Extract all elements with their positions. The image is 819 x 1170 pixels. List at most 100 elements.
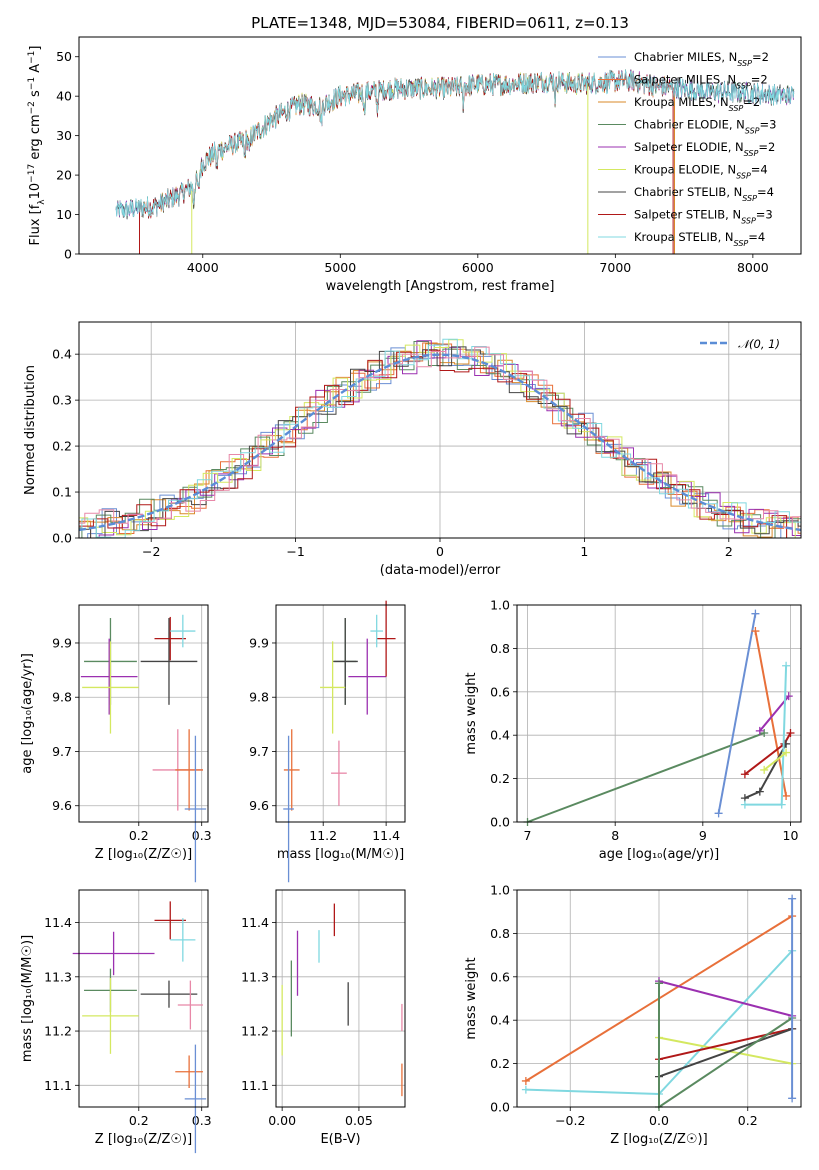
y-axis-label: Flux [fλ10−17 erg cm−2 s−1 A−1] bbox=[27, 46, 47, 246]
legend-label-n: =3 bbox=[760, 118, 777, 132]
errorbar-point bbox=[332, 618, 358, 705]
y-tick-label: 0.1 bbox=[52, 485, 72, 500]
legend-label: Salpeter ELODIE, NSSP=2 bbox=[634, 140, 775, 158]
y-tick-label: 11.2 bbox=[44, 1024, 72, 1039]
weight-line bbox=[717, 613, 757, 814]
legend-label-sub: SSP bbox=[741, 216, 756, 225]
axes-frame bbox=[78, 321, 802, 539]
legend-label-sub: SSP bbox=[734, 239, 749, 248]
x-axis-label: Z [log₁₀(Z/Z☉)] bbox=[95, 1132, 192, 1147]
weight-marker bbox=[740, 800, 749, 809]
y-axis-label-part: Flux [f bbox=[28, 204, 43, 245]
plots-layer: 4000 5000 6000 7000 800001020304050wavelengt… bbox=[20, 36, 802, 1154]
y-tick-label: 0.4 bbox=[490, 728, 510, 743]
gaussian-curve bbox=[79, 353, 801, 532]
weight-marker bbox=[786, 729, 795, 738]
axes-frame bbox=[516, 604, 802, 823]
x-tick-label: 0.00 bbox=[268, 1113, 296, 1128]
y-tick-label: 0.6 bbox=[490, 969, 510, 984]
legend-label-name: Kroupa MILES, N bbox=[634, 95, 729, 109]
residual-histogram bbox=[79, 338, 801, 538]
y-axis-label: Normed distribution bbox=[23, 365, 38, 495]
y-axis-label-part: s bbox=[28, 90, 43, 101]
legend-label-name: Salpeter MILES, N bbox=[634, 73, 736, 87]
y-tick-label: 30 bbox=[56, 128, 72, 143]
y-tick-label: 0 bbox=[64, 247, 72, 262]
y-axis-label-part: erg cm bbox=[28, 114, 43, 163]
weight-marker bbox=[782, 748, 791, 757]
legend-label: Chabrier STELIB, NSSP=4 bbox=[634, 185, 774, 203]
x-tick-label: 0.2 bbox=[129, 1113, 149, 1128]
weight-marker bbox=[777, 800, 786, 809]
x-tick-label: 5000 bbox=[324, 260, 356, 275]
x-axis-label: mass [log₁₀(M/M☉)] bbox=[277, 847, 404, 862]
weight-marker bbox=[740, 770, 749, 779]
y-tick-label: 11.3 bbox=[241, 969, 269, 984]
weight_vs_age-plot: 7 8 9 10 0.0 0.2 0.4 0.6 0.8 1.0 age [log₁₀(age/yr… bbox=[464, 598, 802, 862]
x-tick-label: 10 bbox=[783, 828, 799, 843]
x-axis-label: Z [log₁₀(Z/Z☉)] bbox=[610, 1132, 707, 1147]
y-axis-label-part: −2 bbox=[27, 101, 37, 114]
y-tick-label: 50 bbox=[56, 49, 72, 64]
errorbar-point bbox=[320, 641, 346, 734]
y-tick-label: 9.9 bbox=[52, 635, 72, 650]
errorbar-point bbox=[170, 918, 196, 962]
y-tick-label: 0.2 bbox=[52, 439, 72, 454]
y-tick-label: 0.4 bbox=[52, 347, 72, 362]
axes-frame bbox=[516, 889, 802, 1108]
axes-frame bbox=[78, 889, 209, 1108]
weight-line bbox=[527, 732, 765, 823]
errorbar-point bbox=[283, 729, 300, 811]
errorbar-point bbox=[82, 977, 139, 1054]
errorbar-point bbox=[170, 614, 196, 648]
y-axis-label: mass weight bbox=[464, 957, 479, 1039]
errorbar-point bbox=[82, 641, 139, 734]
y-tick-label: 0.0 bbox=[490, 1100, 510, 1115]
legend-label-name: Salpeter STELIB, N bbox=[634, 208, 741, 222]
legend-label-name: Salpeter ELODIE, N bbox=[634, 140, 744, 154]
y-tick-label: 1.0 bbox=[490, 598, 510, 613]
weight-line bbox=[744, 743, 787, 800]
y-tick-label: 9.6 bbox=[249, 798, 269, 813]
mass_vs_ebv-plot: 0.00 0.05 11.1 11.2 11.3 11.4 E(B-V) bbox=[241, 889, 406, 1147]
weight-marker bbox=[788, 1094, 797, 1103]
errorbar-point bbox=[348, 638, 387, 715]
x-axis-label: wavelength [Angstrom, rest frame] bbox=[326, 279, 555, 294]
legend-label-n: =4 bbox=[751, 163, 768, 177]
y-tick-label: 11.4 bbox=[44, 915, 72, 930]
spectrum-lines bbox=[115, 69, 795, 254]
y-tick-label: 9.6 bbox=[52, 798, 72, 813]
weight-marker bbox=[521, 1085, 530, 1094]
errorbar-point bbox=[376, 600, 396, 677]
legend-label: Salpeter STELIB, NSSP=3 bbox=[634, 208, 773, 226]
x-tick-label: 4000 bbox=[187, 260, 219, 275]
y-tick-label: 11.1 bbox=[241, 1078, 269, 1093]
x-tick-label: 0.2 bbox=[738, 1113, 758, 1128]
y-tick-label: 9.8 bbox=[249, 690, 269, 705]
residual-histogram bbox=[79, 346, 801, 538]
y-axis-label-part: λ bbox=[37, 199, 47, 205]
errorbar-point bbox=[331, 740, 347, 806]
weight-line bbox=[658, 983, 793, 1109]
x-axis-label: Z [log₁₀(Z/Z☉)] bbox=[95, 847, 192, 862]
y-tick-label: 0.2 bbox=[490, 771, 510, 786]
legend-label-n: =4 bbox=[757, 185, 774, 199]
y-axis-label-part: ] bbox=[28, 46, 43, 51]
weight-line bbox=[658, 1036, 793, 1065]
errorbar-point bbox=[154, 616, 186, 661]
spectrum-plot: 4000 5000 6000 7000 8000 0 10 20 30 40 50 wavelengt… bbox=[27, 36, 802, 294]
y-tick-label: 0.3 bbox=[52, 393, 72, 408]
x-tick-label: 0.05 bbox=[345, 1113, 373, 1128]
legend-label-sub: SSP bbox=[745, 126, 760, 135]
x-tick-label: −2 bbox=[142, 544, 160, 559]
x-tick-label: 11.2 bbox=[309, 828, 337, 843]
weight-marker bbox=[751, 609, 760, 618]
x-tick-label: 1 bbox=[580, 544, 588, 559]
y-tick-label: 0.0 bbox=[52, 531, 72, 546]
residuals-plot: −2 −1 0 1 2 0.0 0.1 0.2 0.3 0.4 (data-model)/error… bbox=[23, 321, 802, 578]
legend-label: Chabrier ELODIE, NSSP=3 bbox=[634, 118, 776, 136]
legend-label: 𝒩(0, 1) bbox=[738, 337, 780, 351]
y-tick-label: 0.0 bbox=[490, 815, 510, 830]
